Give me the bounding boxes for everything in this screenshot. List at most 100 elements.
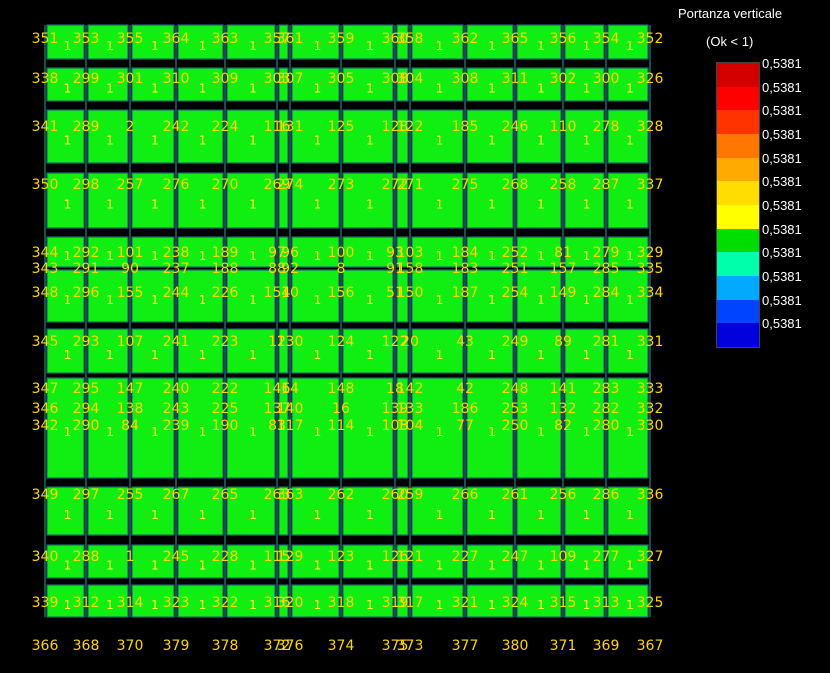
node-label: 305 <box>328 71 355 87</box>
floor-panel <box>226 544 276 579</box>
node-label: 319 <box>382 595 409 611</box>
legend-value: 0,5381 <box>762 198 802 213</box>
floor-panel <box>46 269 85 323</box>
floor-panel <box>46 377 85 479</box>
floor-panel <box>87 584 129 618</box>
node-label: 241 <box>163 334 190 350</box>
panel-value: 1 <box>366 559 374 573</box>
node-label: 343 <box>32 261 59 277</box>
floor-panel <box>342 269 394 323</box>
node-label: 271 <box>397 177 424 193</box>
floor-panel <box>226 584 276 618</box>
floor-panel <box>291 109 340 164</box>
legend-swatch <box>717 110 759 135</box>
floor-panel <box>466 24 514 60</box>
node-label: 96 <box>281 245 299 261</box>
node-label: 116 <box>264 119 291 135</box>
panel-value: 1 <box>537 198 545 212</box>
node-label: 239 <box>163 418 190 434</box>
floor-panel <box>396 172 409 229</box>
panel-value: 1 <box>583 508 591 522</box>
node-label: 289 <box>73 119 100 135</box>
node-label: 242 <box>163 119 190 135</box>
floor-panel <box>564 377 605 479</box>
node-label: 128 <box>382 119 409 135</box>
node-label: 256 <box>550 487 577 503</box>
floor-panel <box>278 377 289 479</box>
node-label: 316 <box>264 595 291 611</box>
node-label: 309 <box>212 71 239 87</box>
legend-subtitle: (Ok < 1) <box>706 34 754 49</box>
floor-panel <box>411 172 464 229</box>
legend-value: 0,5381 <box>762 150 802 166</box>
node-label: 328 <box>637 119 664 135</box>
node-label: 240 <box>163 381 190 397</box>
panel-value: 1 <box>488 293 496 307</box>
node-label: 51 <box>386 285 404 301</box>
node-label: 124 <box>328 334 355 350</box>
node-label: 307 <box>277 71 304 87</box>
panel-value: 1 <box>366 508 374 522</box>
node-label: 146 <box>264 381 291 397</box>
node-label: 260 <box>382 487 409 503</box>
node-label: 286 <box>593 487 620 503</box>
panel-value: 1 <box>436 39 444 53</box>
panel-value: 1 <box>488 425 496 439</box>
node-label: 186 <box>452 401 479 417</box>
floor-panel <box>226 109 276 164</box>
node-label: 363 <box>277 487 304 503</box>
node-label: 227 <box>452 549 479 565</box>
panel-value: 1 <box>537 348 545 362</box>
floor-panel <box>411 544 464 579</box>
node-label: 330 <box>637 418 664 434</box>
node-label: 269 <box>264 177 291 193</box>
node-label: 10 <box>281 285 299 301</box>
node-label: 371 <box>550 638 577 654</box>
node-label: 304 <box>397 71 424 87</box>
legend-value: 0,5381 <box>762 221 802 237</box>
floor-panel <box>396 236 409 268</box>
floor-panel <box>291 486 340 536</box>
floor-panel <box>516 172 562 229</box>
floor-panel <box>291 544 340 579</box>
floor-panel <box>516 67 562 102</box>
panel-value: 1 <box>314 348 322 362</box>
floor-panel <box>607 544 649 579</box>
panel-value: 1 <box>366 348 374 362</box>
floor-panel <box>466 67 514 102</box>
node-label: 125 <box>328 119 355 135</box>
floor-panel <box>396 24 409 60</box>
legend-value: 0,5381 <box>762 103 802 119</box>
panel-value: 1 <box>314 293 322 307</box>
node-label: 291 <box>73 261 100 277</box>
floor-panel <box>516 236 562 268</box>
floor-panel <box>411 109 464 164</box>
floor-panel <box>564 109 605 164</box>
panel-value: 1 <box>151 249 159 263</box>
node-label: 361 <box>277 31 304 47</box>
node-label: 356 <box>550 31 577 47</box>
floor-panel <box>46 544 85 579</box>
node-label: 117 <box>277 418 304 434</box>
node-label: 303 <box>264 71 291 87</box>
floor-panel <box>278 269 289 323</box>
node-label: 12 <box>268 334 286 350</box>
node-label: 365 <box>502 31 529 47</box>
node-label: 350 <box>32 177 59 193</box>
floor-panel <box>396 377 409 479</box>
node-label: 8 <box>337 261 346 277</box>
floor-panel <box>411 236 464 268</box>
floor-panel <box>278 24 289 60</box>
floor-panel <box>87 269 129 323</box>
node-label: 308 <box>452 71 479 87</box>
node-label: 342 <box>32 418 59 434</box>
panel-value: 1 <box>583 198 591 212</box>
panel-value: 1 <box>488 348 496 362</box>
panel-value: 1 <box>436 425 444 439</box>
node-label: 114 <box>328 418 355 434</box>
panel-value: 1 <box>314 134 322 148</box>
floor-panel <box>342 486 394 536</box>
panel-value: 1 <box>249 508 257 522</box>
node-label: 337 <box>637 177 664 193</box>
node-label: 82 <box>554 418 572 434</box>
